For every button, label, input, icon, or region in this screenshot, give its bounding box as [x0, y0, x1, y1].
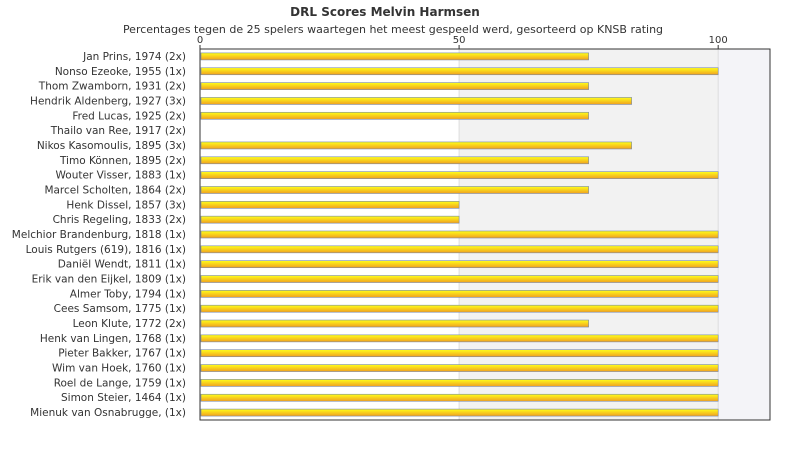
tick-label: 100 [709, 35, 728, 46]
bar [200, 304, 719, 313]
bar [200, 141, 632, 150]
category-label: Melchior Brandenburg, 1818 (1x) [12, 229, 186, 241]
bar [200, 171, 719, 179]
category-label: Louis Rutgers (619), 1816 (1x) [26, 244, 186, 256]
category-label: Cees Samsom, 1775 (1x) [54, 303, 186, 315]
bar [200, 275, 719, 283]
category-label: Marcel Scholten, 1864 (2x) [44, 184, 186, 196]
chart-title: DRL Scores Melvin Harmsen [290, 5, 480, 19]
category-labels: Jan Prins, 1974 (2x) Nonso Ezeoke, 1955 (… [12, 51, 186, 419]
bar [200, 334, 719, 343]
category-label: Roel de Lange, 1759 (1x) [54, 377, 186, 389]
bar [200, 290, 719, 298]
category-label: Almer Toby, 1794 (1x) [70, 288, 186, 300]
bar [200, 82, 589, 90]
bar [200, 260, 719, 268]
bar [200, 97, 632, 105]
category-label: Chris Regeling, 1833 (2x) [53, 214, 186, 226]
tick-label: 0 [197, 35, 203, 46]
category-label: Timo Können, 1895 (2x) [59, 155, 186, 167]
bar [200, 201, 460, 209]
tick-label: 50 [453, 35, 466, 46]
bar [200, 230, 719, 239]
x-axis-ticks: 0 50 100 [197, 35, 728, 49]
plot-frame [199, 48, 771, 421]
bar [200, 379, 719, 387]
category-label: Wouter Visser, 1883 (1x) [56, 170, 187, 182]
category-label: Henk Dissel, 1857 (3x) [66, 199, 186, 211]
bar [200, 408, 719, 417]
axes [199, 48, 771, 421]
category-label: Erik van den Eijkel, 1809 (1x) [32, 274, 186, 286]
band-100-110 [718, 49, 770, 420]
category-label: Leon Klute, 1772 (2x) [73, 318, 186, 330]
bar [200, 364, 719, 372]
bar [200, 52, 589, 61]
category-label: Daniël Wendt, 1811 (1x) [58, 259, 186, 271]
bar [200, 156, 589, 165]
bar [200, 319, 589, 328]
category-label: Henk van Lingen, 1768 (1x) [40, 333, 186, 345]
category-label: Nonso Ezeoke, 1955 (1x) [55, 66, 186, 78]
bar [200, 245, 719, 254]
bars [200, 52, 719, 417]
chart-subtitle: Percentages tegen de 25 spelers waartege… [123, 23, 663, 36]
category-label: Thom Zwamborn, 1931 (2x) [38, 81, 186, 93]
bar [200, 215, 460, 224]
category-label: Nikos Kasomoulis, 1895 (3x) [37, 140, 186, 152]
bar [200, 186, 589, 194]
category-label: Mienuk van Osnabrugge, (1x) [30, 407, 186, 419]
bar [200, 67, 719, 76]
category-label: Hendrik Aldenberg, 1927 (3x) [30, 95, 186, 107]
bar [200, 111, 589, 120]
category-label: Simon Steier, 1464 (1x) [61, 392, 186, 404]
bar [200, 349, 719, 358]
category-label: Wim van Hoek, 1760 (1x) [52, 363, 186, 375]
bar [200, 393, 719, 402]
category-label: Jan Prins, 1974 (2x) [82, 51, 186, 63]
category-label: Pieter Bakker, 1767 (1x) [58, 348, 186, 360]
category-label: Fred Lucas, 1925 (2x) [72, 110, 186, 122]
category-label: Thailo van Ree, 1917 (2x) [50, 125, 186, 137]
